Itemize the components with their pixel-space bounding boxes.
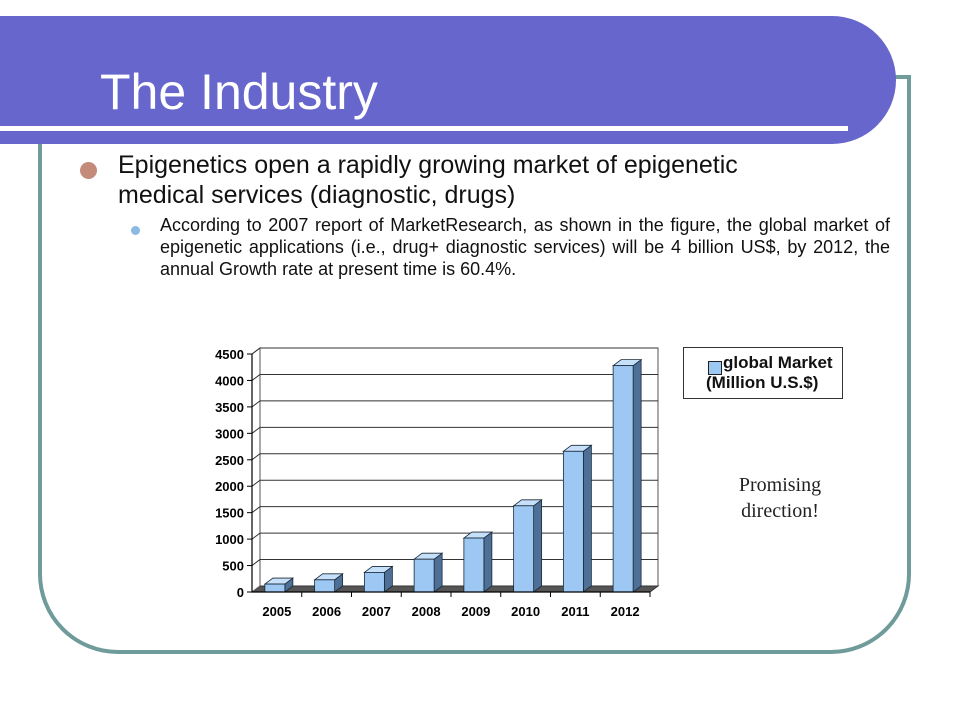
bar [512, 498, 543, 593]
x-tick-label: 2006 [312, 604, 341, 619]
y-tick-label: 500 [222, 559, 244, 574]
bar [412, 552, 444, 593]
y-tick-label: 4000 [215, 373, 244, 388]
sub-bullet-text: According to 2007 report of MarketResear… [160, 215, 890, 279]
bar-front [413, 558, 435, 593]
gridline [251, 453, 658, 461]
main-bullet-text: Epigenetics open a rapidly growing marke… [118, 151, 738, 209]
annotation-text: Promising direction! [738, 474, 822, 522]
bar-side [533, 498, 543, 593]
bar [313, 573, 344, 593]
y-tick-label: 1500 [215, 506, 244, 521]
chart-legend: global Market (Million U.S.$) [683, 347, 843, 399]
gridline [251, 426, 658, 434]
x-tick-label: 2005 [262, 604, 291, 619]
x-tick-label: 2009 [461, 604, 490, 619]
legend-swatch [708, 361, 722, 375]
x-tick-label: 2012 [611, 604, 640, 619]
x-tick-label: 2007 [362, 604, 391, 619]
bar-front [314, 579, 336, 593]
gridline [251, 400, 658, 408]
bar-side [483, 531, 493, 593]
sub-bullet-dot [131, 226, 140, 235]
bar-front [363, 572, 385, 593]
bullet-dot [80, 162, 97, 179]
gridline [251, 479, 658, 487]
bar-side [582, 444, 592, 593]
x-tick-label: 2011 [561, 604, 589, 619]
bar-front [463, 537, 485, 593]
y-tick-label: 2500 [215, 453, 244, 468]
x-tick-label: 2008 [412, 604, 441, 619]
bar-front [513, 505, 535, 593]
chart-floor [250, 585, 660, 593]
y-tick-label: 4500 [215, 347, 244, 362]
y-tick-label: 0 [237, 585, 244, 600]
bar [562, 444, 593, 593]
bar-side [632, 358, 642, 593]
y-tick-label: 3500 [215, 400, 244, 415]
page-title: The Industry [100, 64, 378, 120]
y-tick-label: 1000 [215, 532, 244, 547]
market-bar-chart: 0 500 1000 1500 2000 2500 3000 3500 4000 4500 2005… [215, 347, 660, 619]
title-underline [0, 126, 848, 131]
bar-side [433, 552, 443, 593]
bar-front [562, 450, 584, 593]
chart-side-wall [251, 347, 261, 593]
bar [263, 577, 295, 593]
x-tick-label: 2010 [511, 604, 540, 619]
chart-back-wall [259, 347, 659, 587]
legend-label: global Market (Million U.S.$) [706, 353, 833, 392]
bar [611, 358, 643, 593]
bar-front [264, 583, 286, 593]
bar [462, 531, 494, 593]
y-tick-label: 2000 [215, 479, 244, 494]
y-tick-label: 3000 [215, 426, 244, 441]
bar [363, 565, 394, 593]
title-bar [0, 16, 896, 144]
gridline [251, 347, 658, 355]
bar-front [612, 365, 634, 593]
gridline [251, 373, 658, 381]
